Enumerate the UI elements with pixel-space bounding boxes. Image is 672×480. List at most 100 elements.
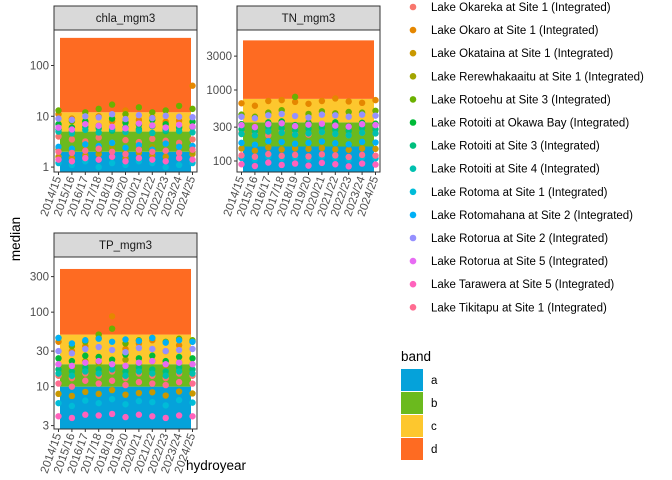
data-point bbox=[55, 413, 62, 420]
site-legend-label: Lake Rotorua at Site 2 (Integrated) bbox=[431, 233, 608, 245]
data-point bbox=[345, 108, 352, 116]
site-legend-label: Lake Rerewhakaaitu at Site 1 (Integrated… bbox=[431, 71, 644, 83]
data-point bbox=[82, 154, 89, 162]
data-point bbox=[265, 128, 272, 135]
data-point bbox=[95, 380, 102, 387]
data-point bbox=[108, 377, 116, 384]
site-legend-label: Lake Rotoma at Site 1 (Integrated) bbox=[431, 187, 608, 199]
data-point bbox=[238, 121, 245, 129]
data-point bbox=[68, 116, 76, 124]
panel-tp: TP_mgm3310301003002014/152015/162016/172… bbox=[30, 232, 198, 475]
data-point bbox=[162, 107, 169, 114]
site-legend-label: Lake Rotoiti at Okawa Bay (Integrated) bbox=[431, 118, 629, 130]
site-legend-item: Lake Rotoiti at Site 4 (Integrated) bbox=[409, 164, 600, 176]
data-point bbox=[149, 380, 156, 387]
site-legend-item: Lake Rerewhakaaitu at Site 1 (Integrated… bbox=[409, 71, 644, 83]
y-tick-label: 3000 bbox=[206, 51, 232, 63]
data-point bbox=[189, 345, 196, 353]
data-point bbox=[55, 156, 62, 163]
data-point bbox=[135, 337, 143, 345]
band-legend-swatch bbox=[401, 392, 423, 414]
data-point bbox=[162, 361, 169, 368]
y-tick-label: 1000 bbox=[206, 85, 232, 97]
data-point bbox=[278, 124, 285, 132]
data-point bbox=[278, 129, 285, 136]
data-point bbox=[175, 378, 183, 386]
data-point bbox=[122, 125, 129, 132]
data-point bbox=[278, 138, 285, 146]
data-point bbox=[175, 127, 183, 135]
data-point bbox=[95, 335, 102, 342]
data-point bbox=[251, 141, 259, 148]
data-point bbox=[108, 346, 116, 354]
data-point bbox=[149, 352, 156, 359]
data-point bbox=[95, 105, 102, 113]
data-point bbox=[345, 163, 352, 170]
data-point bbox=[175, 353, 183, 361]
data-point bbox=[82, 411, 89, 418]
data-point bbox=[345, 132, 352, 139]
data-point bbox=[122, 110, 129, 118]
data-point bbox=[175, 337, 183, 344]
site-legend-label: Lake Tikitapu at Site 1 (Integrated) bbox=[431, 302, 607, 314]
data-point bbox=[175, 388, 183, 395]
data-point bbox=[345, 98, 352, 105]
data-point bbox=[122, 413, 129, 421]
data-point bbox=[345, 123, 352, 130]
data-point bbox=[135, 368, 143, 375]
data-point bbox=[175, 396, 183, 404]
data-point bbox=[251, 115, 259, 122]
data-point bbox=[189, 105, 196, 113]
y-tick-label: 300 bbox=[30, 272, 49, 284]
data-point bbox=[122, 381, 129, 389]
legend-dot bbox=[409, 257, 417, 265]
data-point bbox=[189, 123, 196, 130]
data-point bbox=[358, 138, 366, 146]
data-point bbox=[189, 82, 196, 89]
data-point bbox=[175, 368, 183, 375]
data-point bbox=[332, 146, 339, 153]
site-legend-item: Lake Rotomahana at Site 2 (Integrated) bbox=[409, 210, 633, 222]
data-point bbox=[265, 150, 272, 158]
site-legend-label: Lake Rotomahana at Site 2 (Integrated) bbox=[431, 210, 633, 222]
y-tick-label: 100 bbox=[213, 156, 232, 168]
data-point bbox=[149, 398, 156, 406]
data-point bbox=[332, 112, 339, 119]
data-point bbox=[95, 390, 102, 398]
data-point bbox=[68, 362, 76, 370]
data-point bbox=[345, 153, 352, 161]
data-point bbox=[162, 381, 169, 389]
data-point bbox=[82, 345, 89, 353]
legend-dot bbox=[409, 96, 417, 103]
panel-chla: chla_mgm31101002014/152015/162016/172017… bbox=[30, 5, 198, 218]
data-point bbox=[162, 392, 169, 399]
data-point bbox=[108, 139, 116, 147]
data-point bbox=[68, 350, 76, 357]
data-point bbox=[82, 141, 89, 148]
data-point bbox=[149, 148, 156, 155]
data-point bbox=[358, 151, 366, 159]
data-point bbox=[278, 146, 285, 153]
data-point bbox=[318, 97, 326, 105]
data-point bbox=[305, 114, 312, 121]
strip-label: chla_mgm3 bbox=[96, 13, 155, 25]
data-point bbox=[135, 104, 143, 111]
band-d-area bbox=[243, 40, 374, 99]
data-point bbox=[95, 399, 102, 407]
data-point bbox=[189, 338, 196, 345]
data-point bbox=[122, 150, 129, 158]
data-point bbox=[372, 130, 379, 137]
data-point bbox=[332, 95, 339, 102]
data-point bbox=[358, 120, 366, 128]
data-point bbox=[305, 145, 312, 153]
data-point bbox=[318, 128, 326, 136]
data-point bbox=[95, 134, 102, 141]
y-axis-title: median bbox=[8, 217, 23, 261]
data-point bbox=[68, 372, 76, 379]
data-point bbox=[238, 100, 245, 107]
data-point bbox=[318, 138, 326, 145]
y-tick-label: 1 bbox=[43, 162, 49, 174]
data-point bbox=[175, 154, 183, 162]
